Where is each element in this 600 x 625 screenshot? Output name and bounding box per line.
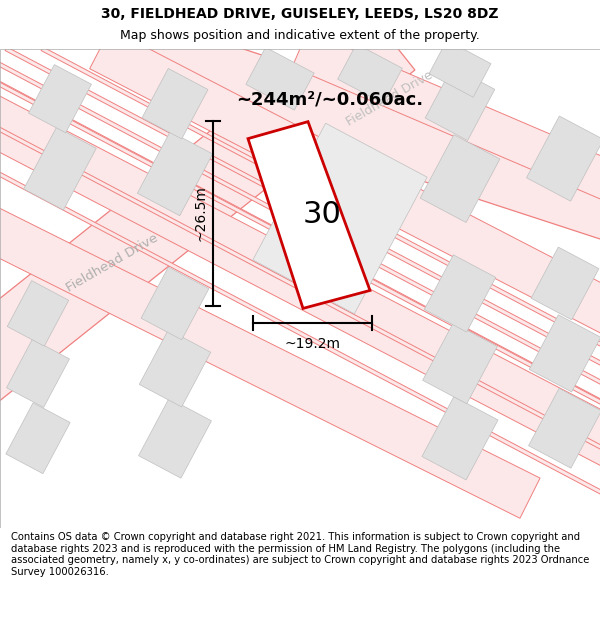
Polygon shape — [0, 47, 600, 410]
Polygon shape — [24, 127, 96, 210]
Polygon shape — [531, 247, 599, 320]
Text: Map shows position and indicative extent of the property.: Map shows position and indicative extent… — [120, 29, 480, 42]
Text: ~26.5m: ~26.5m — [193, 186, 207, 241]
Text: ~19.2m: ~19.2m — [284, 338, 341, 351]
Polygon shape — [7, 339, 70, 408]
Polygon shape — [422, 396, 498, 480]
Polygon shape — [137, 131, 212, 216]
Polygon shape — [0, 67, 600, 430]
Polygon shape — [292, 31, 600, 217]
Polygon shape — [139, 398, 211, 478]
Polygon shape — [0, 157, 600, 520]
Text: 30, FIELDHEAD DRIVE, GUISELEY, LEEDS, LS20 8DZ: 30, FIELDHEAD DRIVE, GUISELEY, LEEDS, LS… — [101, 7, 499, 21]
Polygon shape — [5, 47, 600, 410]
Text: ~244m²/~0.060ac.: ~244m²/~0.060ac. — [236, 91, 424, 109]
Polygon shape — [425, 67, 495, 141]
Polygon shape — [29, 64, 91, 132]
Polygon shape — [253, 123, 427, 314]
Polygon shape — [6, 403, 70, 474]
Polygon shape — [89, 29, 600, 353]
Polygon shape — [429, 40, 491, 98]
Polygon shape — [526, 116, 600, 201]
Polygon shape — [0, 47, 600, 410]
Polygon shape — [139, 330, 211, 407]
Polygon shape — [7, 281, 69, 346]
Text: Fieldhead Drive: Fieldhead Drive — [344, 69, 436, 129]
Text: Fieldhead Drive: Fieldhead Drive — [64, 232, 160, 295]
Polygon shape — [529, 315, 600, 392]
Polygon shape — [141, 267, 209, 340]
Polygon shape — [422, 323, 497, 404]
Polygon shape — [0, 8, 415, 404]
Text: Contains OS data © Crown copyright and database right 2021. This information is : Contains OS data © Crown copyright and d… — [11, 532, 589, 577]
Polygon shape — [0, 198, 540, 518]
Polygon shape — [246, 48, 314, 110]
Polygon shape — [529, 388, 600, 468]
Text: 30: 30 — [303, 200, 341, 229]
Polygon shape — [338, 44, 403, 104]
Polygon shape — [0, 112, 600, 475]
Polygon shape — [248, 122, 370, 308]
Polygon shape — [420, 134, 500, 222]
Polygon shape — [0, 86, 600, 486]
Polygon shape — [119, 16, 600, 252]
Polygon shape — [424, 255, 496, 332]
Polygon shape — [41, 47, 600, 410]
Polygon shape — [142, 69, 208, 139]
